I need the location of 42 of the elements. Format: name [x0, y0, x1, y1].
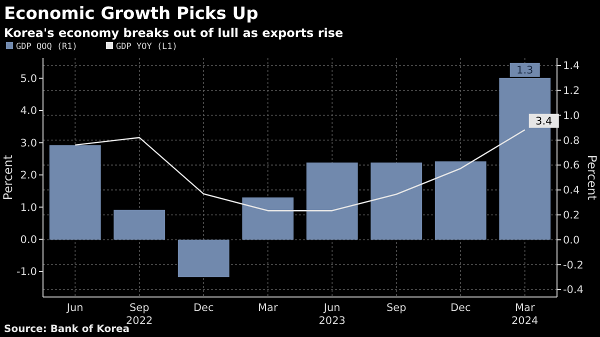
- x-tick-label: Jun: [66, 302, 84, 314]
- line-series: [74, 129, 526, 212]
- y2-tick-label: 1.2: [563, 85, 580, 98]
- chart-subtitle: Korea's economy breaks out of lull as exports rise: [4, 26, 344, 40]
- bar: [114, 210, 166, 240]
- y-tick-label: 0.0: [20, 234, 37, 246]
- data-label: 1.3: [516, 64, 534, 77]
- x-tick-label: Dec: [450, 302, 472, 314]
- legend-label: GDP YOY (L1): [116, 42, 178, 52]
- y2-tick-label: 0.6: [563, 160, 580, 172]
- y-tick-label: -1.0: [16, 266, 37, 278]
- bar: [178, 240, 230, 278]
- data-label: 3.4: [536, 116, 553, 128]
- y2-axis-title: Percent: [585, 154, 599, 200]
- bar: [370, 162, 422, 240]
- y2-tick-label: -0.4: [563, 284, 584, 296]
- bar: [49, 145, 101, 240]
- x-tick-label: Sep 2022: [126, 302, 153, 327]
- x-tick-label: Mar: [258, 302, 278, 314]
- x-tick-label: Jun 2023: [318, 302, 346, 327]
- y2-tick-label: 1.0: [563, 110, 580, 122]
- bar: [306, 162, 358, 240]
- bar: [242, 197, 294, 240]
- y2-tick-label: 1.4: [563, 60, 580, 72]
- y2-tick-label: 0.2: [563, 210, 580, 222]
- y2-tick-label: -0.2: [563, 259, 584, 272]
- x-tick-label: Mar 2024: [512, 302, 539, 327]
- y2-tick-label: 0.8: [563, 134, 580, 147]
- y2-tick-label: 0.4: [563, 184, 580, 197]
- y-tick-label: 1.0: [20, 202, 37, 214]
- y-tick-label: 3.0: [20, 137, 37, 150]
- y-tick-label: 5.0: [20, 72, 37, 85]
- x-tick-label: Dec: [193, 302, 214, 314]
- y-tick-label: 4.0: [20, 105, 37, 118]
- y2-tick-label: 0.0: [563, 234, 580, 246]
- source-note: Source: Bank of Korea: [4, 324, 130, 335]
- y-tick-label: 2.0: [20, 170, 37, 182]
- y-axis-title: Percent: [1, 154, 15, 200]
- bar: [434, 161, 486, 240]
- legend-label: GDP QOQ (R1): [16, 42, 78, 52]
- chart-title: Economic Growth Picks Up: [4, 4, 258, 24]
- x-tick-label: Sep: [386, 302, 407, 314]
